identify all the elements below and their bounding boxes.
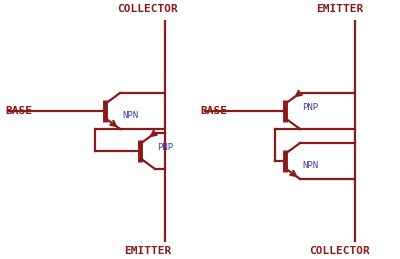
Text: PNP: PNP [157,143,173,153]
Text: EMITTER: EMITTER [124,246,172,256]
Text: BASE: BASE [200,106,227,116]
Text: BASE: BASE [5,106,32,116]
Text: PNP: PNP [302,104,318,112]
Text: NPN: NPN [302,161,318,169]
Text: NPN: NPN [122,111,138,119]
Text: COLLECTOR: COLLECTOR [310,246,370,256]
Text: COLLECTOR: COLLECTOR [118,4,178,14]
Text: EMITTER: EMITTER [316,4,364,14]
